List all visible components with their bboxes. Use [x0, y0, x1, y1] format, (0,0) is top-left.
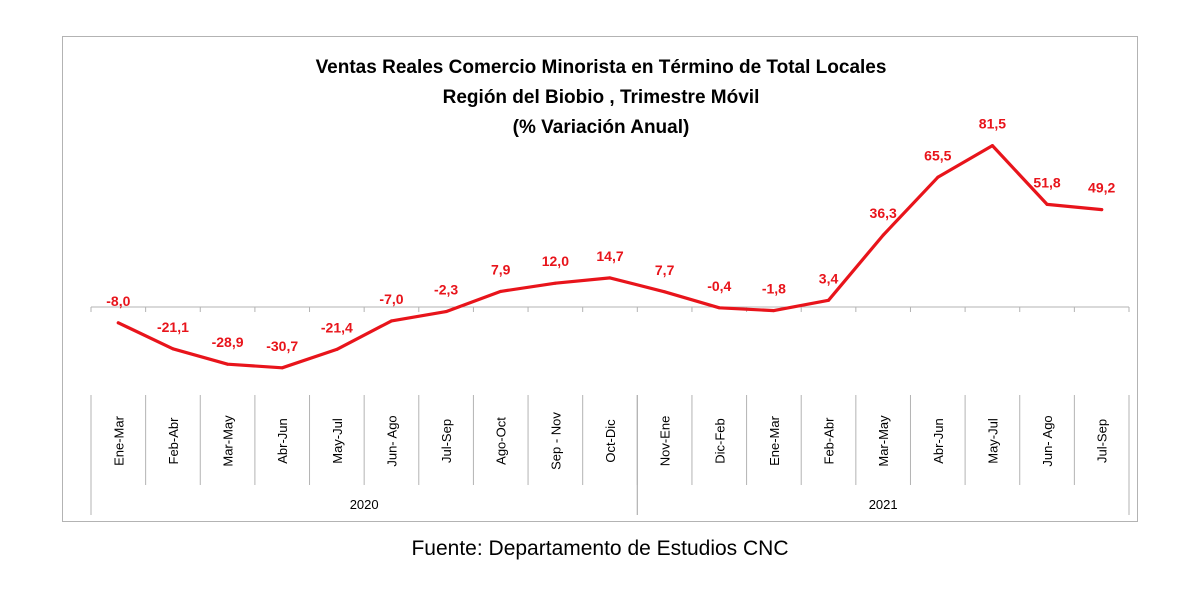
axis-layer: 2020 2021 Ene-Mar Feb-Abr Mar-May Abr-Jun May-…: [90, 306, 1130, 515]
x-tick-label: Ene-Mar: [767, 415, 782, 466]
x-tick-label: Abr-Jun: [275, 418, 290, 464]
data-point: [1100, 208, 1104, 212]
x-tick-label: Oct-Dic: [603, 419, 618, 463]
data-point: [663, 290, 667, 294]
x-tick-label: Feb-Abr: [822, 417, 837, 465]
data-point: [608, 276, 612, 280]
data-label: -21,4: [321, 319, 353, 335]
data-point: [990, 144, 994, 148]
x-tick-label: Ene-Mar: [111, 415, 126, 466]
data-label: 51,8: [1033, 174, 1060, 190]
data-label: -7,0: [379, 291, 403, 307]
chart-subtitle: Región del Biobio , Trimestre Móvil: [443, 87, 760, 108]
data-point: [936, 175, 940, 179]
data-point: [827, 298, 831, 302]
data-point: [116, 321, 120, 325]
data-label: 7,9: [491, 261, 511, 277]
data-point: [226, 362, 230, 366]
x-tick-label: Sep - Nov: [548, 412, 563, 470]
data-point: [444, 310, 448, 314]
data-point: [717, 306, 721, 310]
group-label-2020: 2020: [350, 497, 379, 512]
data-label: 36,3: [870, 205, 897, 221]
data-label: 3,4: [819, 270, 839, 286]
data-label: 81,5: [979, 116, 1006, 132]
x-tick-label: Feb-Abr: [166, 417, 181, 465]
chart-subtitle-2: (% Variación Anual): [513, 117, 690, 138]
x-tick-label: Mar-May: [221, 415, 236, 467]
data-label: 49,2: [1088, 180, 1115, 196]
data-label: -1,8: [762, 281, 786, 297]
data-point: [171, 347, 175, 351]
x-tick-label: Jun- Ago: [384, 415, 399, 466]
data-point: [335, 347, 339, 351]
x-tick-label: Jul-Sep: [1095, 419, 1110, 463]
data-label: 7,7: [655, 262, 675, 278]
x-tick-label: Ago-Oct: [494, 417, 509, 465]
x-tick-label: Dic-Feb: [712, 418, 727, 464]
data-point: [881, 233, 885, 237]
data-label: -8,0: [106, 293, 130, 309]
x-tick-label: Abr-Jun: [931, 418, 946, 464]
data-point: [280, 366, 284, 370]
data-label: -2,3: [434, 282, 458, 298]
source-note: Fuente: Departamento de Estudios CNC: [411, 537, 789, 560]
data-label: -21,1: [157, 319, 189, 335]
data-point: [772, 309, 776, 313]
data-point: [553, 281, 557, 285]
data-label: 65,5: [924, 147, 951, 163]
data-label: -0,4: [707, 278, 731, 294]
data-point: [1045, 202, 1049, 206]
data-label: -28,9: [212, 334, 244, 350]
x-tick-label: Mar-May: [876, 415, 891, 467]
data-point: [389, 319, 393, 323]
x-tick-label: Jul-Sep: [439, 419, 454, 463]
x-tick-label: Nov-Ene: [658, 416, 673, 467]
data-label: 12,0: [542, 253, 569, 269]
series-layer: [116, 143, 1104, 370]
data-label: 14,7: [596, 248, 623, 264]
x-tick-label: Jun- Ago: [1040, 415, 1055, 466]
chart-title: Ventas Reales Comercio Minorista en Térm…: [316, 57, 887, 78]
data-point: [499, 289, 503, 293]
x-tick-label: May-Jul: [330, 418, 345, 464]
label-layer: -8,0 -21,1 -28,9 -30,7 -21,4 -7,0 -2,3 7,9 12,0 1…: [106, 116, 1115, 354]
line-chart: Ventas Reales Comercio Minorista en Térm…: [90, 57, 1130, 515]
chart-frame: Ventas Reales Comercio Minorista en Térm…: [62, 36, 1138, 522]
group-label-2021: 2021: [869, 497, 898, 512]
x-tick-label: May-Jul: [985, 418, 1000, 464]
data-label: -30,7: [266, 338, 298, 354]
